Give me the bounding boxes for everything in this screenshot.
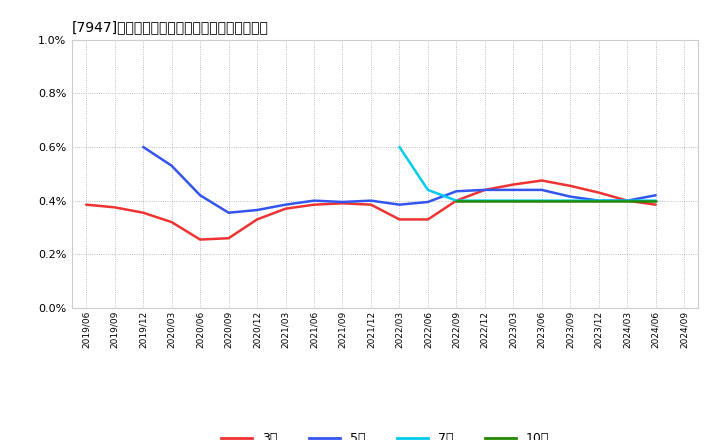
- Text: [7947]　当期純利益マージンの標準偏差の推移: [7947] 当期純利益マージンの標準偏差の推移: [72, 20, 269, 34]
- Legend: 3年, 5年, 7年, 10年: 3年, 5年, 7年, 10年: [216, 427, 554, 440]
